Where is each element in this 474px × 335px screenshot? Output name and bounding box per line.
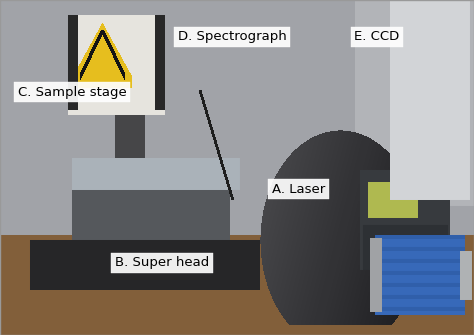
Text: A. Laser: A. Laser [272, 183, 325, 196]
Text: E. CCD: E. CCD [354, 30, 400, 43]
Text: D. Spectrograph: D. Spectrograph [178, 30, 287, 43]
Text: C. Sample stage: C. Sample stage [18, 86, 127, 98]
Text: B. Super head: B. Super head [115, 257, 209, 269]
